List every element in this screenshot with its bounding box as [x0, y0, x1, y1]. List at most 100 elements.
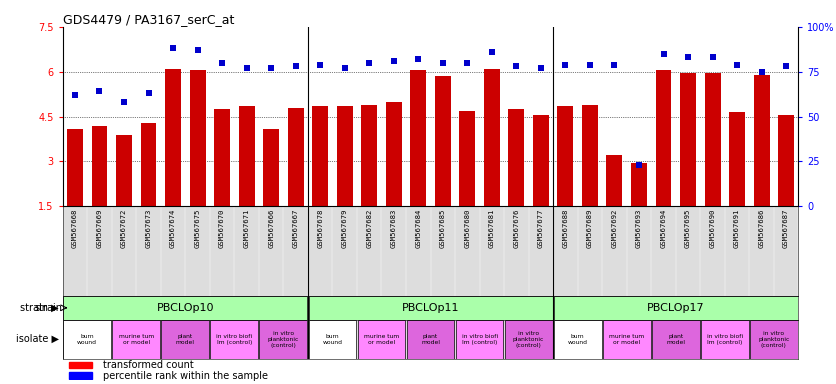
Bar — [337, 106, 353, 206]
Text: GSM567673: GSM567673 — [145, 209, 151, 248]
Bar — [729, 112, 745, 206]
Bar — [211, 319, 258, 359]
Point — [534, 65, 548, 71]
Bar — [582, 104, 598, 206]
Bar — [558, 106, 573, 206]
Text: GSM567666: GSM567666 — [268, 209, 274, 248]
Bar — [312, 106, 329, 206]
Text: percentile rank within the sample: percentile rank within the sample — [103, 371, 268, 381]
Text: GSM567692: GSM567692 — [611, 209, 618, 248]
Point — [166, 45, 180, 51]
Bar — [91, 126, 108, 206]
Text: GSM567678: GSM567678 — [317, 209, 324, 248]
Text: burn
wound: burn wound — [77, 334, 97, 344]
Text: GSM567681: GSM567681 — [489, 209, 495, 248]
Point — [510, 63, 523, 70]
Bar — [631, 163, 647, 206]
Text: GSM567685: GSM567685 — [440, 209, 446, 248]
Point — [338, 65, 351, 71]
Text: plant
model: plant model — [666, 334, 686, 344]
Bar — [508, 109, 524, 206]
Bar — [533, 115, 549, 206]
Text: GSM567669: GSM567669 — [96, 209, 103, 248]
Text: strain: strain — [35, 303, 63, 313]
Text: burn
wound: burn wound — [568, 334, 588, 344]
Text: GSM567687: GSM567687 — [783, 209, 789, 248]
Bar — [406, 319, 455, 359]
Point — [657, 51, 670, 57]
Bar — [553, 319, 602, 359]
Bar — [753, 75, 770, 206]
Bar — [308, 319, 356, 359]
Text: in vitro biofi
lm (control): in vitro biofi lm (control) — [706, 334, 743, 344]
Text: murine tum
or model: murine tum or model — [364, 334, 399, 344]
Bar — [263, 129, 279, 206]
Text: PBCLOp10: PBCLOp10 — [156, 303, 214, 313]
Text: GSM567694: GSM567694 — [660, 209, 666, 248]
Bar — [64, 319, 111, 359]
Point — [779, 63, 793, 70]
Bar — [288, 108, 303, 206]
Text: GSM567675: GSM567675 — [195, 209, 201, 248]
Bar — [750, 319, 798, 359]
Text: GSM567684: GSM567684 — [415, 209, 421, 248]
Point — [731, 61, 744, 68]
Bar — [603, 319, 650, 359]
Point — [681, 54, 695, 60]
Bar — [606, 156, 623, 206]
Text: GSM567680: GSM567680 — [464, 209, 471, 248]
Text: GSM567690: GSM567690 — [710, 209, 716, 248]
Bar — [484, 69, 500, 206]
Text: in vitro
planktonic
(control): in vitro planktonic (control) — [268, 331, 299, 348]
Bar — [190, 70, 206, 206]
Text: GSM567676: GSM567676 — [513, 209, 519, 248]
Text: strain ▶: strain ▶ — [20, 303, 59, 313]
Text: murine tum
or model: murine tum or model — [119, 334, 154, 344]
Bar — [165, 69, 181, 206]
Point — [142, 90, 155, 96]
Text: GSM567679: GSM567679 — [342, 209, 348, 248]
Text: GSM567667: GSM567667 — [293, 209, 298, 248]
Point — [608, 61, 621, 68]
Bar — [435, 76, 451, 206]
Text: burn
wound: burn wound — [323, 334, 343, 344]
Bar — [361, 104, 377, 206]
Text: plant
model: plant model — [421, 334, 440, 344]
Text: murine tum
or model: murine tum or model — [609, 334, 645, 344]
Point — [314, 61, 327, 68]
Text: GSM567686: GSM567686 — [758, 209, 765, 248]
Text: GSM567677: GSM567677 — [538, 209, 544, 248]
Point — [485, 49, 498, 55]
Bar — [410, 70, 426, 206]
Point — [411, 56, 425, 62]
Bar — [385, 102, 402, 206]
Text: PBCLOp17: PBCLOp17 — [647, 303, 705, 313]
Point — [216, 60, 229, 66]
Text: isolate ▶: isolate ▶ — [16, 334, 59, 344]
Point — [240, 65, 253, 71]
Text: in vitro
planktonic
(control): in vitro planktonic (control) — [513, 331, 544, 348]
Text: in vitro biofi
lm (control): in vitro biofi lm (control) — [217, 334, 252, 344]
Text: in vitro
planktonic
(control): in vitro planktonic (control) — [758, 331, 789, 348]
Bar — [308, 296, 553, 319]
Point — [264, 65, 278, 71]
Text: transformed count: transformed count — [103, 360, 194, 370]
Point — [461, 60, 474, 66]
Text: GSM567674: GSM567674 — [170, 209, 176, 248]
Bar — [680, 73, 696, 206]
Text: GSM567695: GSM567695 — [685, 209, 691, 248]
Point — [632, 162, 645, 168]
Point — [289, 63, 303, 70]
Text: GSM567689: GSM567689 — [587, 209, 593, 248]
Bar — [140, 122, 156, 206]
Bar — [112, 319, 161, 359]
Bar — [505, 319, 553, 359]
Bar — [778, 115, 794, 206]
Bar — [67, 129, 83, 206]
Text: plant
model: plant model — [176, 334, 195, 344]
Text: GSM567672: GSM567672 — [121, 209, 127, 248]
Text: PBCLOp11: PBCLOp11 — [402, 303, 459, 313]
Bar — [64, 296, 308, 319]
Bar — [259, 319, 308, 359]
Point — [755, 69, 768, 75]
